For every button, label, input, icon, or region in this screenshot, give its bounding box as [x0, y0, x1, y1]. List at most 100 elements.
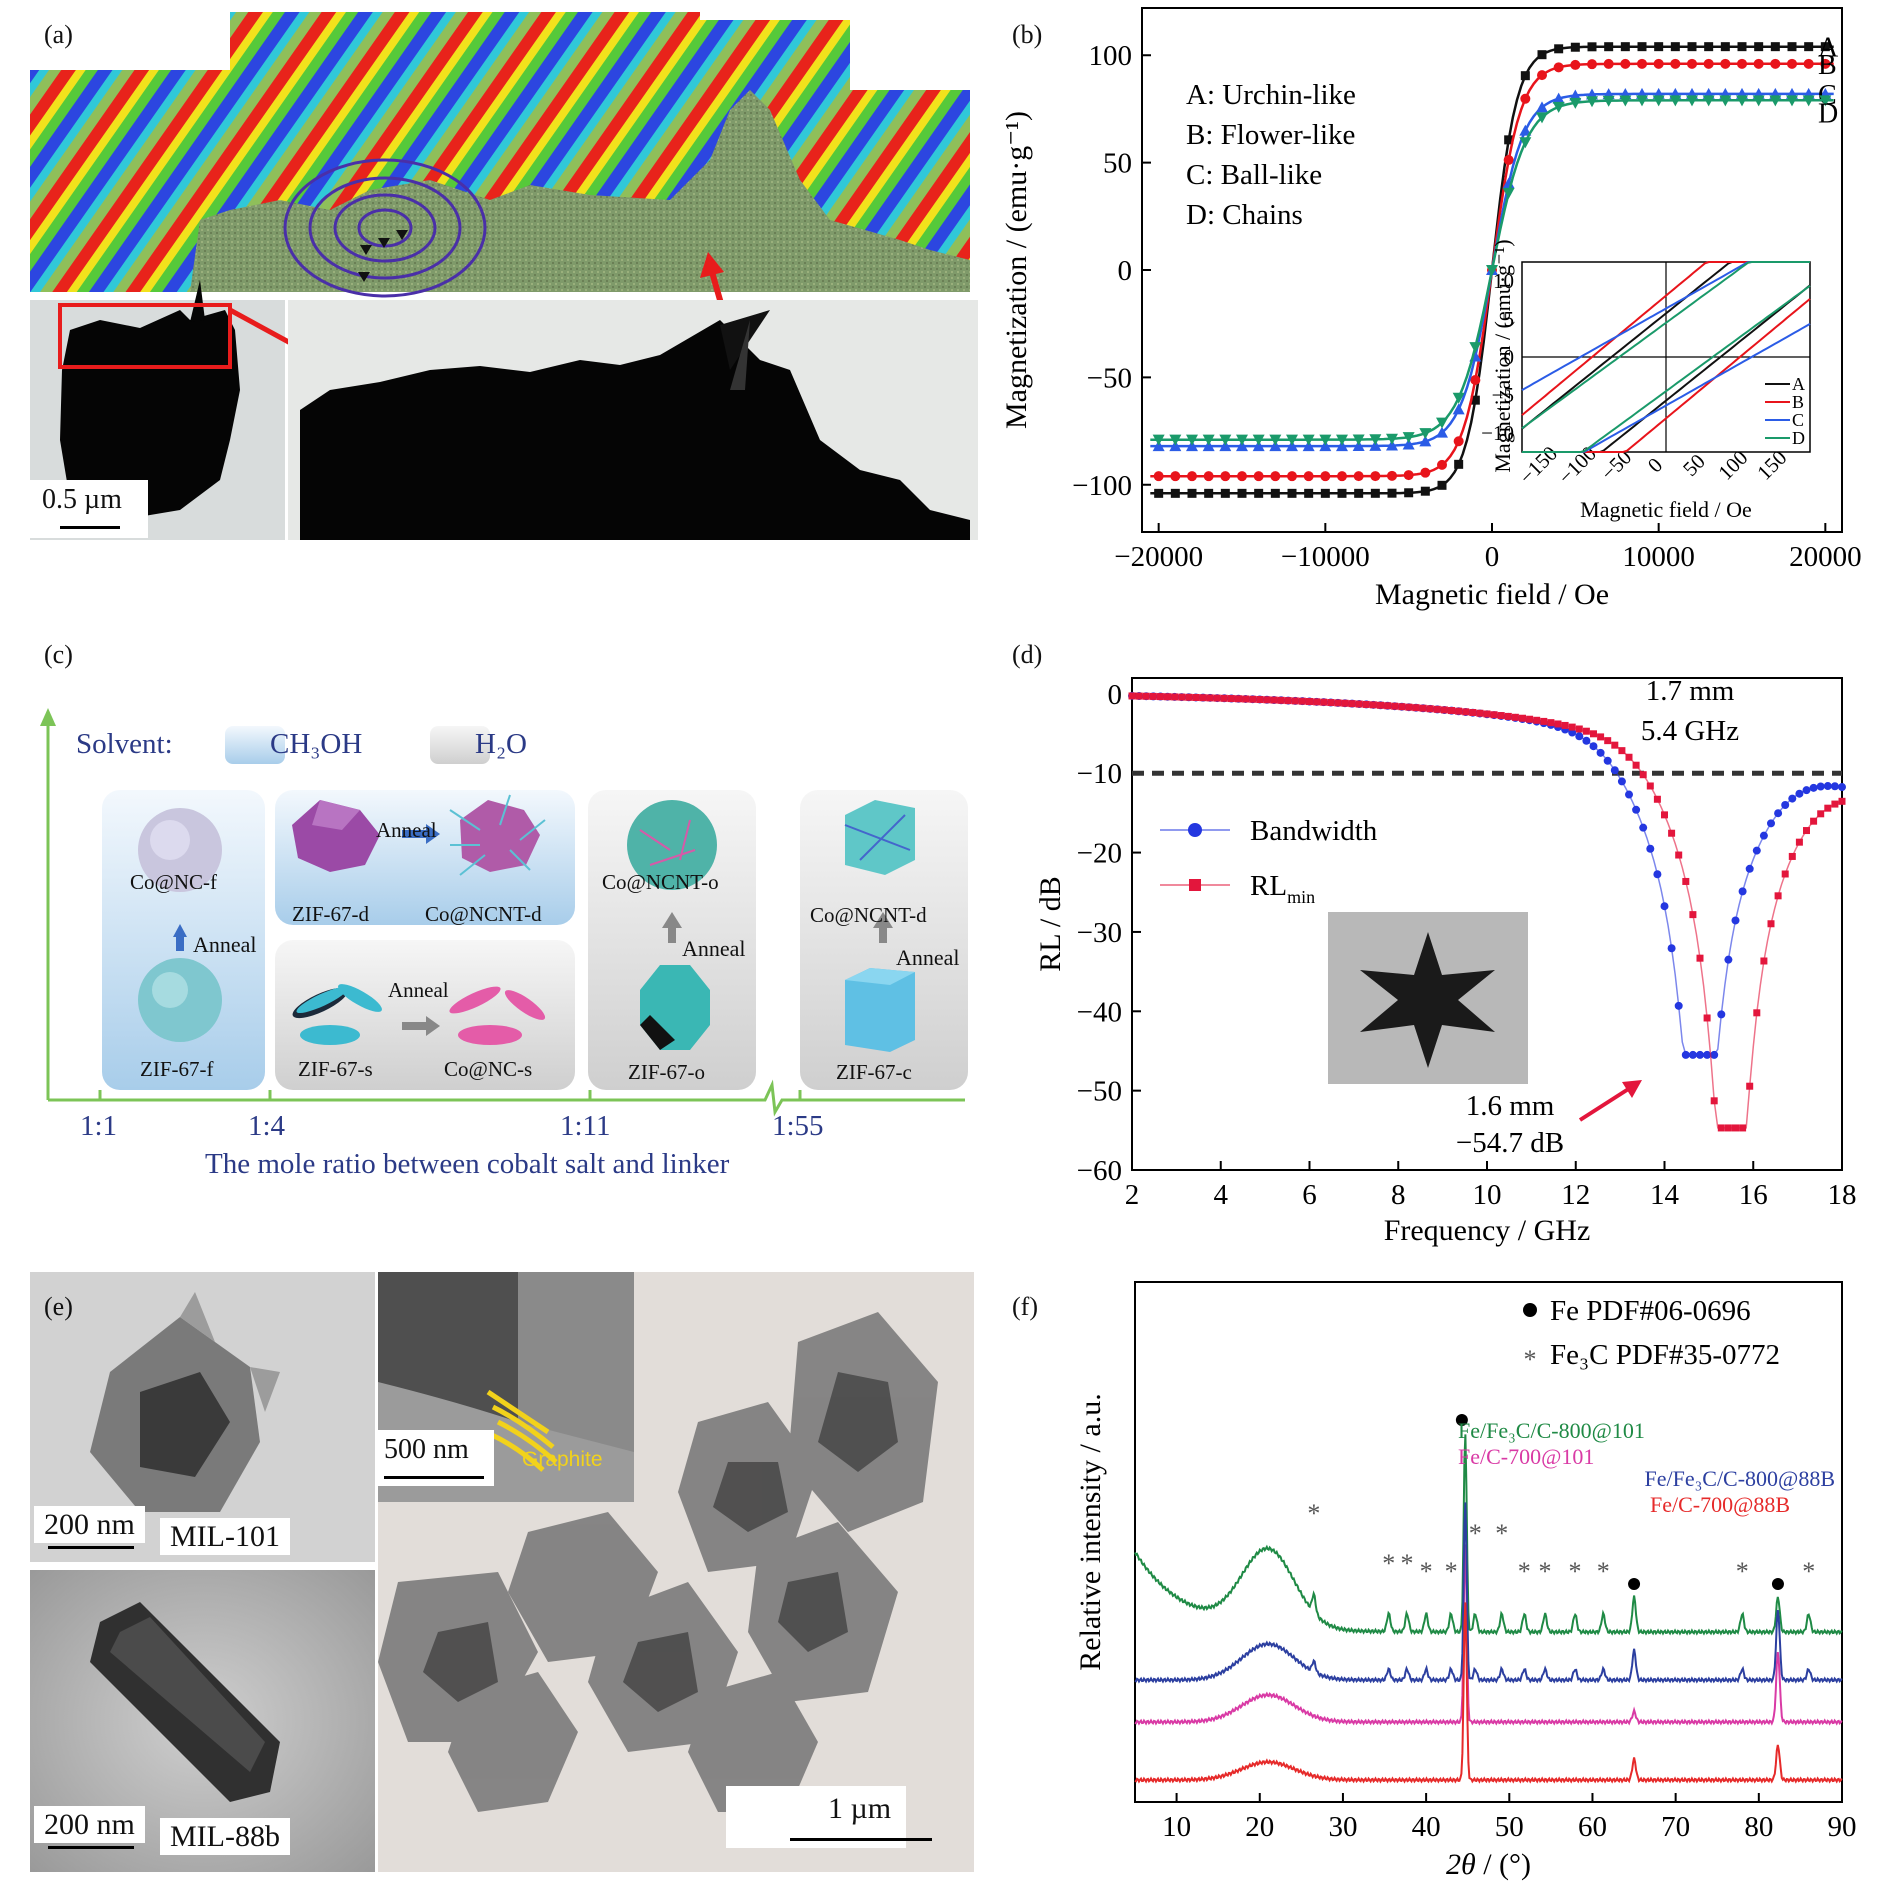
series-point: [1537, 70, 1547, 81]
series-point: [1135, 692, 1143, 700]
anneal-label-3: Anneal: [388, 978, 449, 1002]
fe3c-peak-marker: *: [1736, 1557, 1749, 1586]
series-point: [1213, 694, 1221, 702]
series-point: [1320, 471, 1331, 482]
series-point: [1746, 1082, 1754, 1090]
y-axis-label: RL / dB: [1034, 876, 1067, 972]
series-point: [1810, 817, 1818, 825]
co-ncnt-o-label: Co@NCNT-o: [602, 870, 719, 894]
inset-legend-label: D: [1792, 428, 1805, 448]
series-point: [1653, 58, 1664, 69]
x-tick-label: 12: [1561, 1179, 1590, 1211]
legend-entry: RLmin: [1250, 870, 1315, 907]
series-point: [1476, 709, 1484, 717]
series-point: [1654, 42, 1664, 52]
series-point: [1536, 112, 1548, 124]
series-point: [1823, 782, 1832, 791]
series-point: [1426, 705, 1434, 713]
series-point: [1753, 1009, 1761, 1017]
panel-e-main-scale: 1 µm: [828, 1792, 892, 1825]
plot-frame: [1134, 1281, 1843, 1803]
series-point: [1802, 786, 1811, 795]
series-point: [1767, 819, 1775, 828]
series-point: [1369, 434, 1382, 446]
series-point: [1809, 783, 1818, 792]
series-point: [1668, 829, 1676, 837]
inset-y-tick-label: −5: [1492, 383, 1514, 407]
series-point: [1660, 902, 1669, 911]
x-tick-label: 70: [1661, 1811, 1690, 1843]
series-point: [1270, 488, 1280, 498]
series-point: [1820, 58, 1831, 69]
series-point: [1752, 846, 1761, 855]
series-point: [1575, 725, 1583, 733]
series-point: [1504, 712, 1512, 720]
series-point: [1717, 1124, 1725, 1132]
series-point: [1128, 692, 1136, 700]
panel-e-main-image: [378, 1272, 974, 1872]
series-point: [1536, 101, 1548, 113]
zoom-box: [58, 303, 232, 369]
series-point: [1369, 439, 1382, 451]
series-point: [1254, 488, 1264, 498]
panel-c-diagram: [40, 708, 968, 1117]
series-point: [1537, 50, 1547, 60]
x-tick-label: 8: [1391, 1179, 1406, 1211]
x-tick-label: 0: [1485, 541, 1500, 573]
fe3c-peak-marker: *: [1569, 1557, 1582, 1586]
series-point: [1547, 719, 1555, 727]
series-point: [1164, 693, 1171, 701]
series-point: [1787, 42, 1797, 52]
series-point: [1603, 756, 1612, 765]
xrd-pattern: [1134, 1502, 1843, 1684]
series-point: [1452, 392, 1465, 404]
series-point: [1490, 711, 1498, 719]
series-point: [1187, 471, 1197, 482]
inset-y-tick-label: 0: [1504, 345, 1515, 369]
inset-loop-lower: [1522, 284, 1811, 453]
panel-a-label: (a): [44, 20, 73, 49]
inset-y-label: Magnetization / (emu·g⁻¹): [1490, 239, 1515, 472]
series-point: [1313, 698, 1321, 706]
series-point: [1284, 697, 1292, 705]
series-point: [1302, 434, 1315, 446]
series-point: [1291, 697, 1299, 705]
series-point: [1620, 42, 1630, 52]
inset-legend-label: A: [1792, 374, 1805, 394]
xrd-pattern: [1134, 1602, 1843, 1784]
series-point: [1420, 467, 1431, 478]
annotation-min-value: −54.7 dB: [1456, 1127, 1564, 1159]
inset-legend-label: C: [1792, 410, 1804, 430]
series-point: [1352, 440, 1365, 452]
series-point: [1632, 805, 1641, 814]
series-point: [1738, 887, 1747, 896]
annotation-arrow-icon: [1578, 1086, 1632, 1122]
panel-d-label: (d): [1012, 640, 1043, 669]
series-point: [1352, 434, 1365, 446]
ratio-tick-3: 1:11: [560, 1110, 611, 1142]
series-point: [1220, 471, 1231, 482]
series-point: [1511, 713, 1519, 721]
series-point: [1767, 920, 1775, 928]
series-point: [1337, 471, 1347, 482]
legend-marker: [1188, 823, 1202, 837]
panel-e-bottom-scale-bar: [48, 1846, 134, 1849]
x-tick-label: 20: [1245, 1811, 1274, 1843]
series-point: [1618, 747, 1626, 755]
y-axis-label: Magnetization / (emu·g⁻¹): [1000, 111, 1033, 429]
series-point: [1819, 95, 1832, 107]
series-point: [1486, 265, 1498, 276]
zif-67-d-label: ZIF-67-d: [292, 902, 369, 926]
y-tick-label: −60: [1077, 1155, 1122, 1187]
series-point: [1603, 58, 1614, 69]
series-point: [1186, 434, 1198, 446]
series-point: [1569, 97, 1582, 109]
series-point: [1731, 916, 1740, 925]
series-point: [1433, 705, 1441, 713]
panel-b-label: (b): [1012, 20, 1043, 49]
series-point: [1804, 42, 1814, 52]
x-tick-label: 80: [1744, 1811, 1773, 1843]
y-tick-label: −20: [1077, 838, 1122, 870]
inset-y-tick-label: 5: [1504, 307, 1515, 331]
series-point: [1816, 782, 1825, 791]
